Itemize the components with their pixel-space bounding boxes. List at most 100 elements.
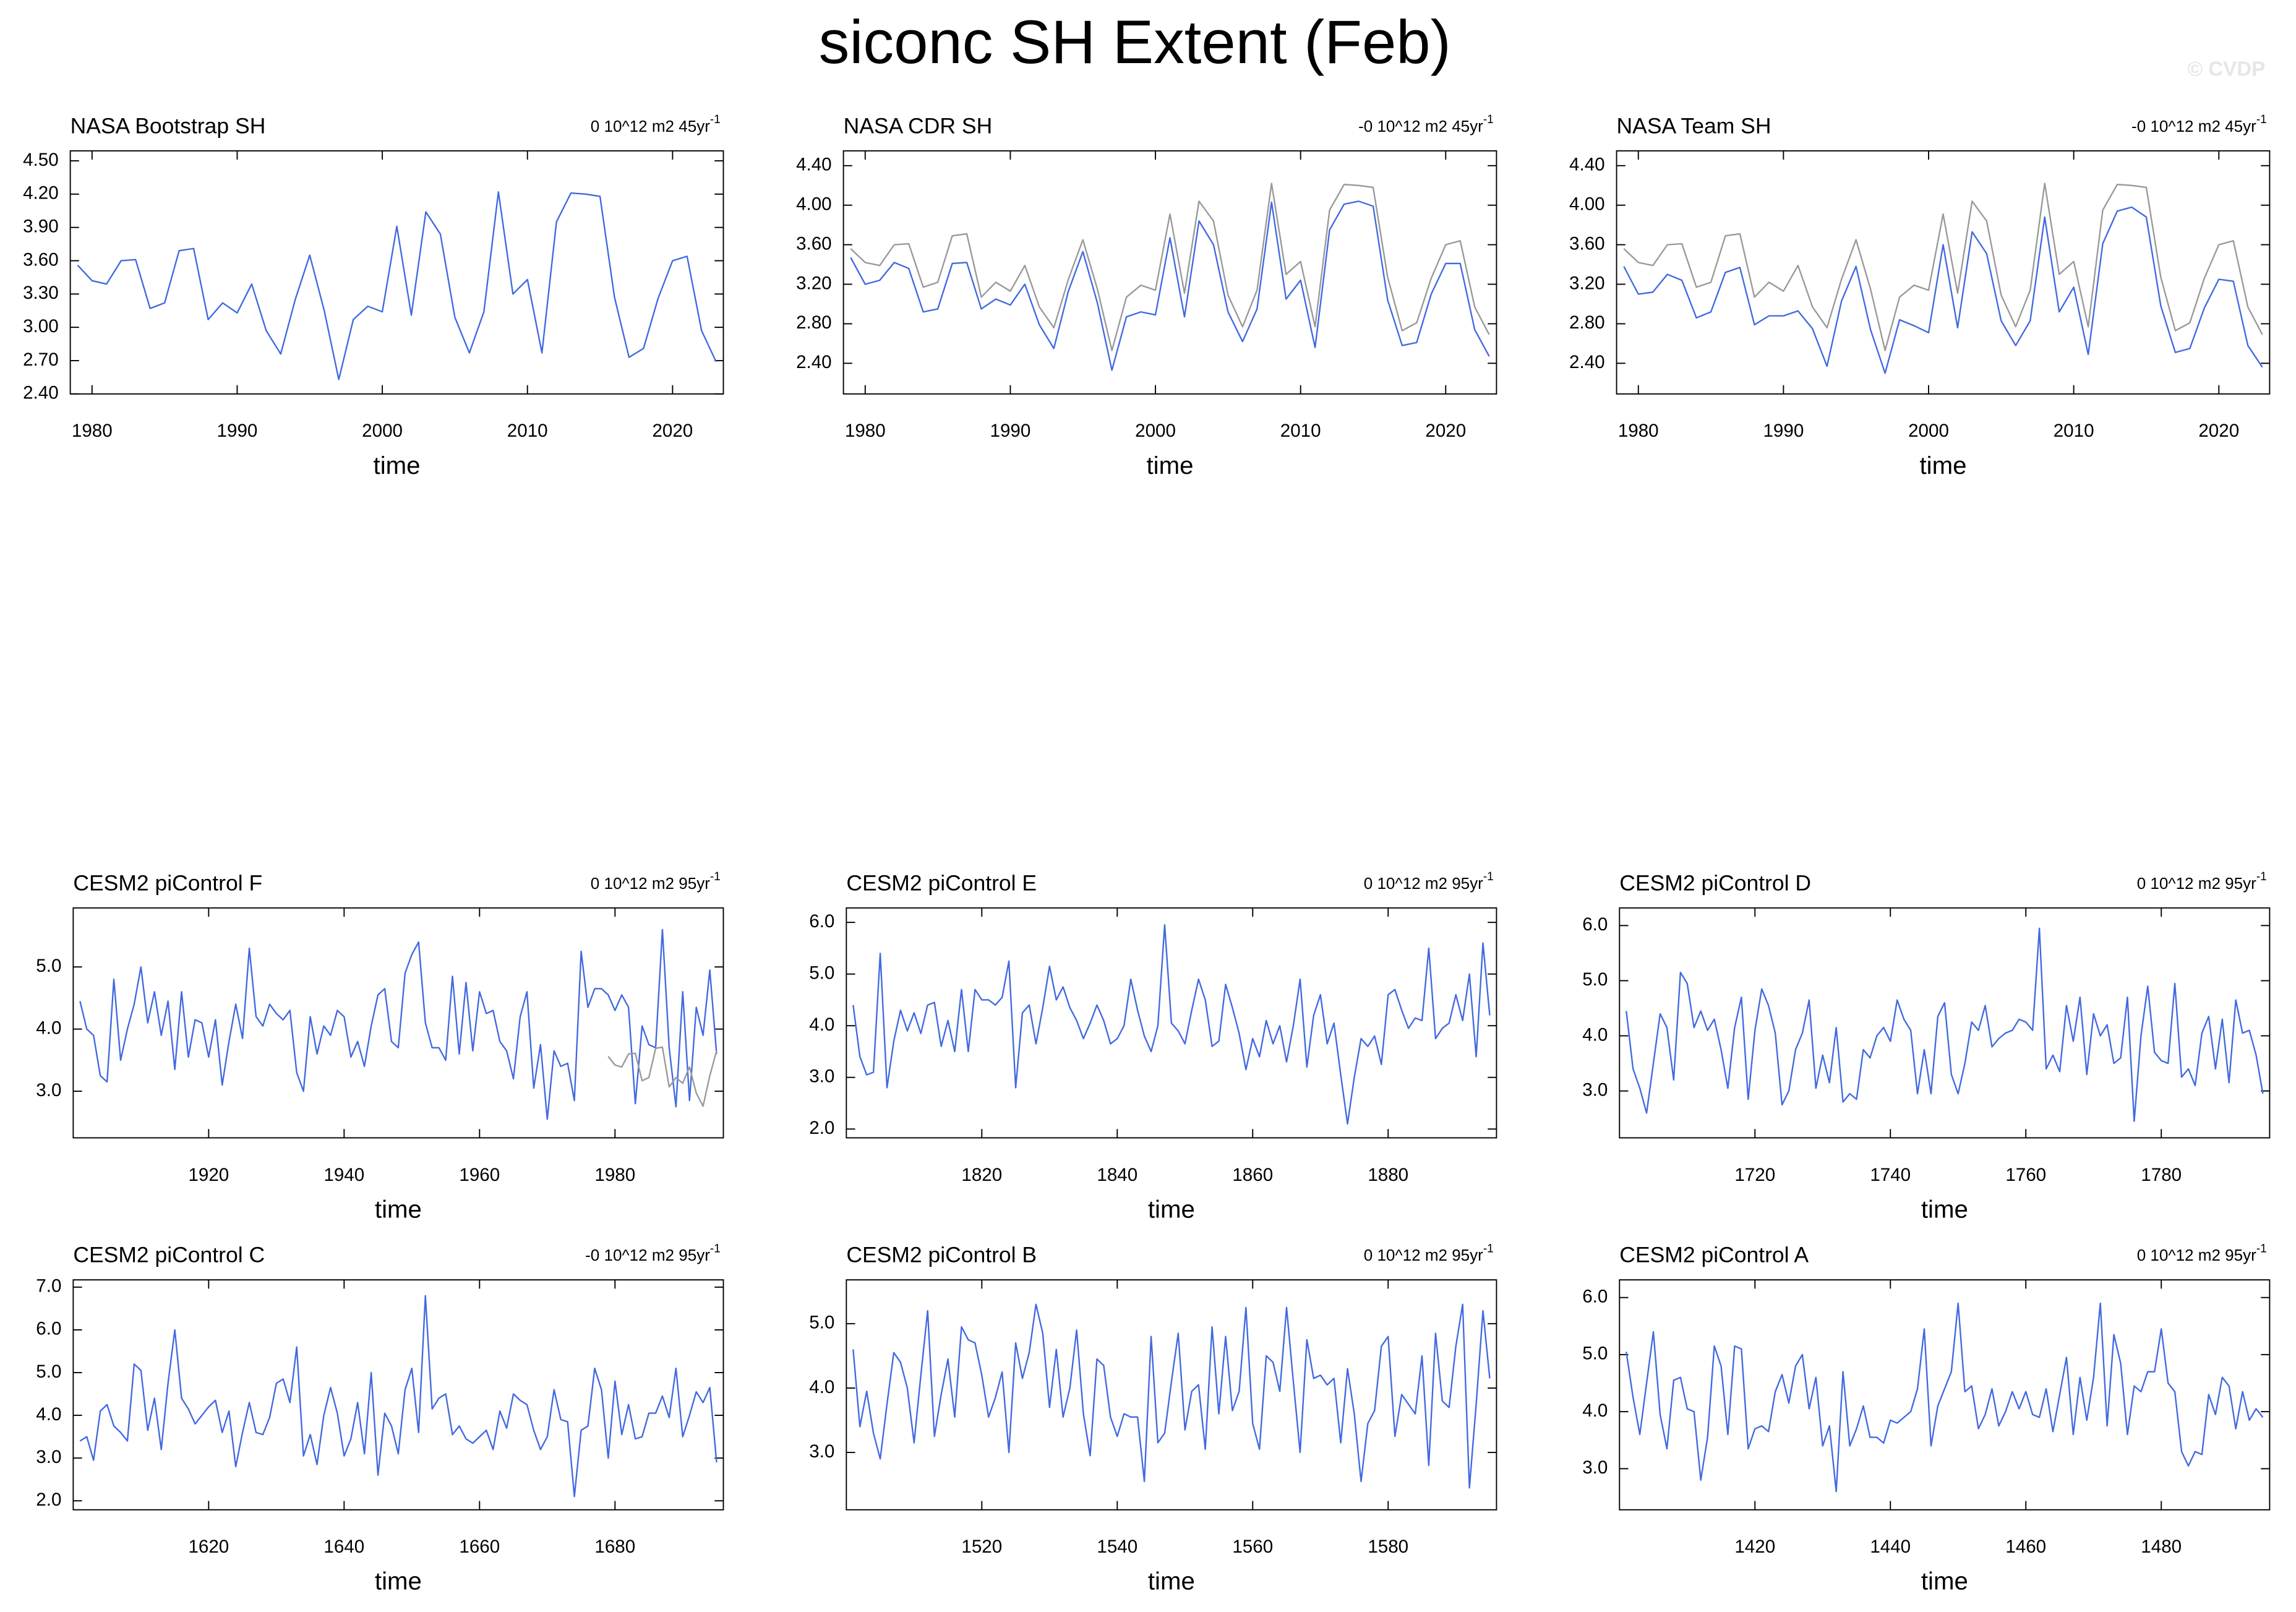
x-tick-label: 1990	[1763, 421, 1804, 441]
x-tick-label: 1540	[1097, 1537, 1137, 1557]
trend-exponent: -1	[1483, 113, 1494, 126]
x-axis-label: time	[375, 1567, 422, 1595]
y-tick-label: 5.0	[809, 962, 834, 983]
panel-title: CESM2 piControl D	[1619, 870, 1811, 895]
panel-title: CESM2 piControl E	[846, 870, 1037, 895]
y-tick-label: 3.0	[36, 1080, 61, 1100]
series-line	[1623, 182, 2263, 351]
trend-value: -0 10^12 m2 95yr	[585, 1246, 710, 1264]
series-line	[1626, 927, 2264, 1122]
x-tick-label: 1990	[217, 421, 258, 441]
trend-annotation: 0 10^12 m2 95yr-1	[2137, 870, 2267, 893]
trend-annotation: -0 10^12 m2 45yr-1	[1358, 113, 1494, 135]
x-tick-label: 2000	[1908, 421, 1949, 441]
plot-frame	[72, 907, 724, 1139]
y-tick-label: 4.50	[23, 150, 59, 170]
y-tick-label: 4.0	[36, 1018, 61, 1038]
trend-exponent: -1	[2256, 1242, 2267, 1255]
y-tick-label: 6.0	[809, 911, 834, 932]
trend-annotation: 0 10^12 m2 95yr-1	[2137, 1242, 2267, 1264]
y-tick-label: 3.20	[796, 273, 832, 293]
trend-exponent: -1	[2256, 113, 2267, 126]
panel-title: CESM2 piControl A	[1619, 1243, 1809, 1267]
x-axis-label: time	[374, 452, 421, 479]
y-tick-label: 6.0	[36, 1319, 61, 1339]
y-tick-label: 2.80	[1569, 312, 1605, 333]
y-tick-label: 2.0	[36, 1490, 61, 1510]
x-tick-label: 1980	[845, 421, 886, 441]
plot-frame	[69, 150, 724, 395]
plot-frame	[72, 1279, 724, 1511]
y-tick-label: 3.90	[23, 216, 59, 236]
plot-frame	[1616, 150, 2271, 395]
x-tick-label: 2010	[507, 421, 548, 441]
y-tick-label: 5.0	[1582, 969, 1608, 990]
series-line	[607, 1046, 718, 1107]
x-tick-label: 1940	[323, 1165, 364, 1185]
panel-title: CESM2 piControl F	[73, 870, 262, 895]
x-axis-label: time	[375, 1195, 422, 1223]
series-line	[1623, 206, 2263, 374]
y-tick-label: 2.80	[796, 312, 832, 333]
x-axis-label: time	[1148, 1567, 1195, 1595]
x-tick-label: 1880	[1368, 1165, 1408, 1185]
y-tick-label: 3.0	[809, 1441, 834, 1462]
x-tick-label: 1860	[1232, 1165, 1273, 1185]
x-tick-label: 1620	[188, 1537, 229, 1557]
y-tick-label: 2.70	[23, 349, 59, 370]
panel-title: NASA Team SH	[1617, 113, 1771, 138]
x-axis-label: time	[1919, 452, 1966, 479]
y-tick-label: 4.0	[809, 1377, 834, 1397]
y-tick-label: 3.0	[1582, 1457, 1608, 1478]
trend-exponent: -1	[1483, 1242, 1494, 1255]
y-tick-label: 2.0	[809, 1118, 834, 1138]
series-line	[850, 182, 1490, 351]
trend-value: 0 10^12 m2 95yr	[2137, 874, 2256, 893]
y-tick-label: 5.0	[36, 956, 61, 976]
watermark: © CVDP	[2188, 58, 2266, 80]
plot-frame	[846, 907, 1497, 1139]
x-tick-label: 1660	[459, 1537, 500, 1557]
trend-annotation: 0 10^12 m2 95yr-1	[1364, 1242, 1494, 1264]
plot-frame	[1619, 1279, 2271, 1511]
x-axis-label: time	[1147, 452, 1194, 479]
x-tick-label: 1640	[323, 1537, 364, 1557]
plot-frame	[842, 150, 1497, 395]
x-tick-label: 1980	[594, 1165, 635, 1185]
trend-exponent: -1	[1483, 870, 1494, 883]
x-tick-label: 1480	[2141, 1537, 2182, 1557]
trend-annotation: 0 10^12 m2 45yr-1	[591, 113, 721, 135]
y-tick-label: 4.0	[809, 1014, 834, 1035]
trend-value: -0 10^12 m2 45yr	[2131, 117, 2256, 135]
x-tick-label: 2020	[1425, 421, 1466, 441]
trend-value: 0 10^12 m2 95yr	[2137, 1246, 2256, 1264]
x-tick-label: 2020	[2198, 421, 2239, 441]
trend-value: 0 10^12 m2 95yr	[1364, 1246, 1483, 1264]
y-tick-label: 3.60	[1569, 233, 1605, 254]
y-tick-label: 3.00	[23, 316, 59, 337]
y-tick-label: 3.20	[1569, 273, 1605, 293]
x-tick-label: 2000	[362, 421, 403, 441]
y-tick-label: 4.0	[1582, 1400, 1608, 1421]
x-tick-label: 1580	[1368, 1537, 1408, 1557]
y-tick-label: 2.40	[1569, 352, 1605, 372]
series-line	[852, 1303, 1491, 1489]
x-tick-label: 1840	[1097, 1165, 1137, 1185]
y-tick-label: 3.60	[23, 249, 59, 270]
y-tick-label: 2.40	[23, 383, 59, 403]
x-tick-label: 1820	[961, 1165, 1002, 1185]
x-tick-label: 1740	[1870, 1165, 1911, 1185]
x-tick-label: 1920	[188, 1165, 229, 1185]
x-tick-label: 1980	[72, 421, 113, 441]
y-tick-label: 3.60	[796, 233, 832, 254]
x-tick-label: 1980	[1618, 421, 1659, 441]
panel-title: CESM2 piControl C	[73, 1243, 265, 1267]
trend-value: -0 10^12 m2 45yr	[1358, 117, 1483, 135]
y-tick-label: 6.0	[1582, 914, 1608, 935]
y-tick-label: 4.00	[796, 194, 832, 215]
x-axis-label: time	[1921, 1567, 1968, 1595]
trend-value: 0 10^12 m2 45yr	[591, 117, 710, 135]
series-line	[79, 1295, 718, 1498]
y-tick-label: 4.0	[36, 1404, 61, 1425]
